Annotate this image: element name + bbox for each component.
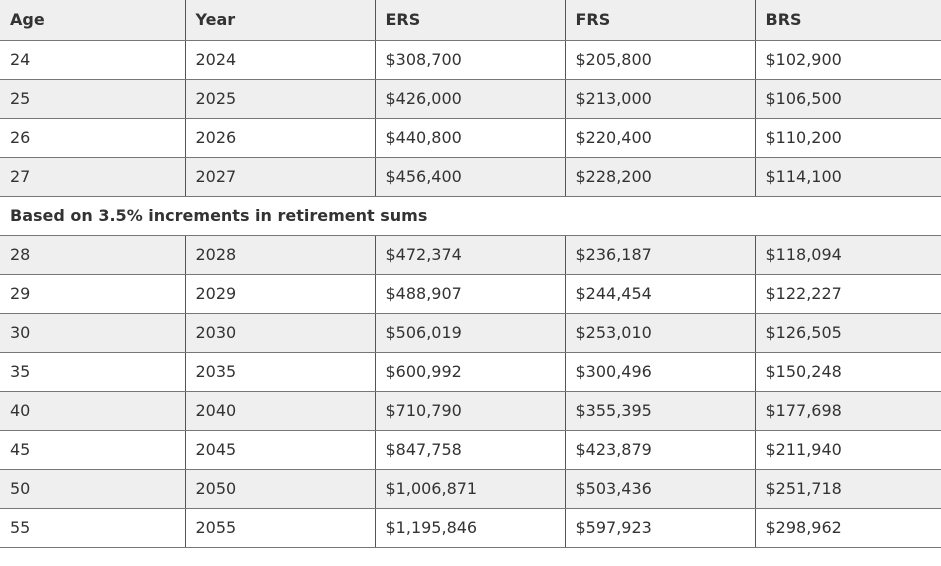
cell-year: 2035: [185, 352, 376, 392]
cell-frs: $236,187: [565, 235, 756, 275]
cell-age: 35: [0, 352, 186, 392]
cell-frs: $213,000: [565, 79, 756, 119]
cell-year: 2024: [185, 40, 376, 80]
cell-year: 2040: [185, 391, 376, 431]
table-row: 26 2026 $440,800 $220,400 $110,200: [0, 118, 941, 158]
table-row: 29 2029 $488,907 $244,454 $122,227: [0, 274, 941, 314]
table-body-bottom: 28 2028 $472,374 $236,187 $118,094 29 20…: [0, 235, 941, 548]
cell-age: 45: [0, 430, 186, 470]
cell-brs: $114,100: [755, 157, 941, 197]
cell-ers: $426,000: [375, 79, 566, 119]
cell-year: 2028: [185, 235, 376, 275]
table-row: 35 2035 $600,992 $300,496 $150,248: [0, 352, 941, 392]
cell-frs: $220,400: [565, 118, 756, 158]
cell-ers: $472,374: [375, 235, 566, 275]
cell-frs: $355,395: [565, 391, 756, 431]
table-body-top: 24 2024 $308,700 $205,800 $102,900 25 20…: [0, 40, 941, 236]
cell-brs: $122,227: [755, 274, 941, 314]
table-row: 50 2050 $1,006,871 $503,436 $251,718: [0, 469, 941, 509]
cell-brs: $102,900: [755, 40, 941, 80]
cell-age: 27: [0, 157, 186, 197]
cell-ers: $440,800: [375, 118, 566, 158]
cell-age: 50: [0, 469, 186, 509]
cell-brs: $150,248: [755, 352, 941, 392]
cell-frs: $423,879: [565, 430, 756, 470]
cell-year: 2050: [185, 469, 376, 509]
cell-frs: $205,800: [565, 40, 756, 80]
table-row: 28 2028 $472,374 $236,187 $118,094: [0, 235, 941, 275]
note-row: Based on 3.5% increments in retirement s…: [0, 196, 941, 236]
cell-brs: $251,718: [755, 469, 941, 509]
cell-ers: $308,700: [375, 40, 566, 80]
cell-brs: $298,962: [755, 508, 941, 548]
retirement-sums-table: Age Year ERS FRS BRS 24 2024 $308,700 $2…: [0, 0, 941, 548]
table-row: 30 2030 $506,019 $253,010 $126,505: [0, 313, 941, 353]
cell-ers: $1,195,846: [375, 508, 566, 548]
cell-brs: $106,500: [755, 79, 941, 119]
cell-year: 2027: [185, 157, 376, 197]
cell-brs: $126,505: [755, 313, 941, 353]
cell-age: 28: [0, 235, 186, 275]
cell-frs: $244,454: [565, 274, 756, 314]
header-ers: ERS: [375, 0, 566, 41]
header-brs: BRS: [755, 0, 941, 41]
cell-frs: $597,923: [565, 508, 756, 548]
table-row: 24 2024 $308,700 $205,800 $102,900: [0, 40, 941, 80]
cell-year: 2055: [185, 508, 376, 548]
cell-age: 55: [0, 508, 186, 548]
cell-frs: $228,200: [565, 157, 756, 197]
table-row: 27 2027 $456,400 $228,200 $114,100: [0, 157, 941, 197]
header-age: Age: [0, 0, 186, 41]
cell-age: 29: [0, 274, 186, 314]
table-row: 25 2025 $426,000 $213,000 $106,500: [0, 79, 941, 119]
cell-ers: $600,992: [375, 352, 566, 392]
cell-age: 24: [0, 40, 186, 80]
cell-age: 26: [0, 118, 186, 158]
cell-brs: $177,698: [755, 391, 941, 431]
table-row: 55 2055 $1,195,846 $597,923 $298,962: [0, 508, 941, 548]
cell-year: 2026: [185, 118, 376, 158]
cell-brs: $211,940: [755, 430, 941, 470]
table-row: 45 2045 $847,758 $423,879 $211,940: [0, 430, 941, 470]
cell-ers: $1,006,871: [375, 469, 566, 509]
cell-ers: $488,907: [375, 274, 566, 314]
increment-note: Based on 3.5% increments in retirement s…: [0, 196, 941, 236]
cell-ers: $456,400: [375, 157, 566, 197]
table-row: 40 2040 $710,790 $355,395 $177,698: [0, 391, 941, 431]
header-frs: FRS: [565, 0, 756, 41]
header-year: Year: [185, 0, 376, 41]
cell-ers: $710,790: [375, 391, 566, 431]
header-row: Age Year ERS FRS BRS: [0, 0, 941, 41]
cell-frs: $253,010: [565, 313, 756, 353]
cell-brs: $110,200: [755, 118, 941, 158]
cell-age: 40: [0, 391, 186, 431]
cell-year: 2030: [185, 313, 376, 353]
cell-age: 25: [0, 79, 186, 119]
cell-year: 2045: [185, 430, 376, 470]
cell-age: 30: [0, 313, 186, 353]
cell-brs: $118,094: [755, 235, 941, 275]
cell-frs: $300,496: [565, 352, 756, 392]
cell-year: 2029: [185, 274, 376, 314]
cell-ers: $847,758: [375, 430, 566, 470]
cell-ers: $506,019: [375, 313, 566, 353]
cell-year: 2025: [185, 79, 376, 119]
cell-frs: $503,436: [565, 469, 756, 509]
